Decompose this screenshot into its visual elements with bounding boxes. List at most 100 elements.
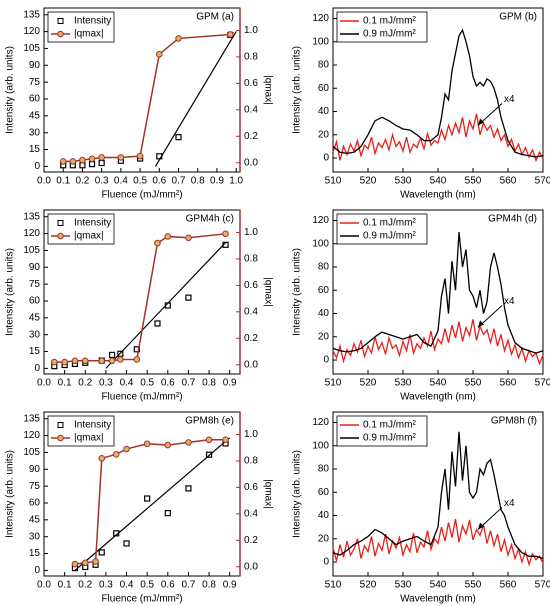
y-tick-label: 20 [318, 129, 330, 140]
x-tick-label: 540 [430, 580, 447, 591]
y-tick-label: 60 [29, 498, 41, 509]
y-tick-label: 60 [318, 83, 330, 94]
legend-label: |qmax| [74, 231, 104, 242]
annotation-arrowhead [478, 320, 484, 328]
y-tick-label: 60 [318, 487, 330, 498]
legend-label: 0.9 mJ/mm² [363, 231, 416, 242]
y-tick-label: 90 [29, 262, 41, 273]
data-point [185, 294, 192, 301]
data-point [185, 439, 192, 446]
x-tick-label: 550 [465, 378, 482, 389]
y2-tick-label: 0.0 [244, 561, 258, 572]
y-tick-label: 20 [318, 533, 330, 544]
data-point [156, 153, 163, 160]
x-tick-label: 0.4 [120, 580, 134, 591]
series-line [332, 319, 544, 366]
y-tick-label: 75 [29, 279, 41, 290]
legend-box [336, 415, 428, 447]
x-tick-label: 0.8 [202, 378, 216, 389]
data-point [222, 230, 229, 238]
x-tick-label: 0.1 [58, 580, 72, 591]
data-point [175, 35, 182, 42]
x-tick-label: 560 [500, 580, 517, 591]
data-point [136, 152, 144, 160]
y-tick-label: 40 [318, 510, 330, 521]
legend-label: Intensity [74, 16, 111, 27]
data-point [108, 351, 116, 359]
x-tick-label: 520 [360, 176, 377, 187]
x-tick-label: 540 [430, 378, 447, 389]
y-tick-label: 135 [23, 413, 40, 424]
x-tick-label: 530 [395, 378, 412, 389]
data-point [98, 454, 106, 462]
data-point [98, 549, 105, 556]
series-line [332, 232, 544, 354]
x-tick-label: 510 [325, 378, 342, 389]
data-point [164, 441, 172, 449]
x-tick-label: 570 [535, 378, 550, 389]
x-tick-label: 0.5 [140, 378, 154, 389]
data-point [79, 156, 86, 164]
y2-tick-label: 1.0 [244, 25, 258, 36]
y-tick-label: 0 [323, 557, 329, 568]
panel: 510 520 530 540 550 560 570 0 20 40 60 80 100 120 Wave… [292, 411, 550, 605]
y-axis-label: Intensity (arb. units) [292, 450, 303, 538]
data-point [155, 50, 163, 58]
data-point [205, 436, 213, 444]
y-tick-label: 45 [29, 312, 41, 323]
x-tick-label: 0.3 [99, 580, 113, 591]
y2-tick-label: 0.8 [244, 456, 258, 467]
data-point [185, 485, 192, 492]
y-tick-label: 0 [34, 161, 40, 172]
data-point [154, 239, 161, 247]
panel: 0.0 0.1 0.2 0.3 0.4 0.5 0.6 0.7 0.8 0.9 1.0 0 15 30 45… [5, 7, 273, 201]
data-point [81, 559, 89, 567]
panel-title: GPM8h (e) [185, 416, 234, 427]
data-point [112, 451, 120, 458]
fit-line [154, 31, 237, 167]
y-axis-label: Intensity (arb. units) [292, 248, 303, 336]
x-tick-label: 510 [325, 580, 342, 591]
data-point [117, 356, 124, 363]
y-axis-label: Intensity (arb. units) [5, 46, 16, 134]
y-tick-label: 45 [29, 514, 41, 525]
y-tick-label: 120 [23, 430, 40, 441]
y-tick-label: 80 [318, 464, 330, 475]
x-tick-label: 550 [465, 176, 482, 187]
x-tick-label: 530 [395, 176, 412, 187]
legend-marker [57, 434, 64, 442]
y2-tick-label: 1.0 [244, 429, 258, 440]
x-tick-label: 0.4 [114, 176, 128, 187]
x-tick-label: 0.9 [223, 580, 237, 591]
legend-box [47, 213, 115, 245]
x-axis-label: Fluence (mJ/mm²) [101, 392, 182, 403]
x-axis-label: Wavelength (nm) [400, 594, 476, 605]
data-point [222, 241, 229, 248]
legend-marker [57, 422, 64, 428]
series-line [332, 28, 544, 158]
plot-frame [332, 209, 544, 375]
legend-label: 0.1 mJ/mm² [363, 420, 416, 431]
y-tick-label: 60 [29, 94, 41, 105]
panel-title: GPM (a) [196, 12, 234, 23]
data-point [205, 451, 213, 458]
legend-label: 0.9 mJ/mm² [363, 433, 416, 444]
x-tick-label: 530 [395, 580, 412, 591]
panel: 510 520 530 540 550 560 570 0 20 40 60 80 100 120 Wave… [292, 7, 550, 201]
legend-label: |qmax| [74, 29, 104, 40]
y2-tick-label: 0.8 [244, 254, 258, 265]
data-point [143, 440, 151, 448]
legend-marker [57, 30, 64, 38]
panel-title: GPM8h (f) [491, 416, 537, 427]
y-tick-label: 60 [318, 285, 330, 296]
data-point [88, 155, 96, 163]
x-axis-label: Wavelength (nm) [400, 190, 476, 201]
y-tick-label: 90 [29, 60, 41, 71]
data-point [154, 320, 161, 327]
y-tick-label: 100 [312, 440, 329, 451]
y2-axis-label: |qmax| [262, 75, 273, 105]
panel: 0.0 0.1 0.2 0.3 0.4 0.5 0.6 0.7 0.8 0.9 0 15 30 45 60 7… [5, 209, 273, 403]
x-tick-label: 560 [500, 378, 517, 389]
x-tick-label: 560 [500, 176, 517, 187]
y-tick-label: 0 [34, 363, 40, 374]
